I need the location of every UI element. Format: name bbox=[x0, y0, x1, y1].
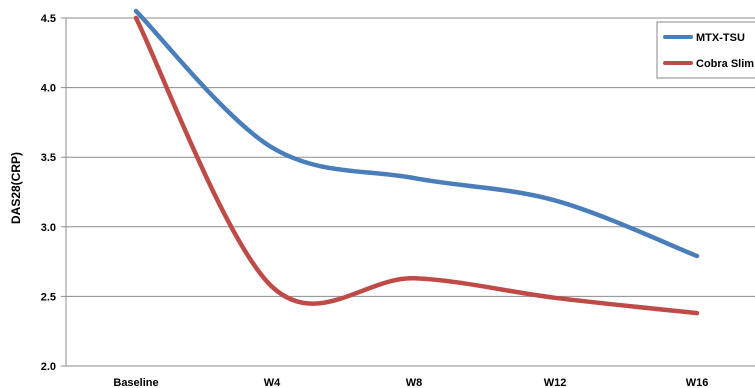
x-tick-labels: Baseline W4 W8 W12 W16 bbox=[113, 377, 708, 388]
y-tick-label: 4.5 bbox=[41, 13, 56, 25]
y-tick-label: 3.5 bbox=[41, 152, 56, 164]
x-tick-label: W8 bbox=[406, 377, 423, 388]
x-tick-label: W12 bbox=[544, 377, 567, 388]
x-tick-label: W16 bbox=[686, 377, 709, 388]
legend: MTX-TSU Cobra Slim bbox=[656, 21, 755, 79]
series-line-cobra-slim bbox=[133, 15, 700, 316]
series-lines bbox=[133, 8, 700, 316]
legend-box bbox=[656, 21, 755, 79]
series-line-mtx-tsu bbox=[133, 8, 700, 259]
y-axis-label: DAS28(CRP) bbox=[9, 152, 23, 224]
y-tick-label: 2.5 bbox=[41, 291, 56, 303]
gridlines bbox=[66, 17, 755, 297]
y-tick-label: 4.0 bbox=[41, 83, 56, 95]
y-tick-labels: 2.0 2.5 3.0 3.5 4.0 4.5 bbox=[41, 13, 56, 373]
legend-label-mtx-tsu: MTX-TSU bbox=[696, 32, 745, 44]
axes bbox=[61, 17, 755, 367]
x-tick-label: W4 bbox=[264, 377, 281, 388]
legend-label-cobra-slim: Cobra Slim bbox=[696, 58, 754, 70]
y-tick-label: 3.0 bbox=[41, 222, 56, 234]
x-tick-label: Baseline bbox=[113, 377, 158, 388]
y-tick-label: 2.0 bbox=[41, 361, 56, 373]
